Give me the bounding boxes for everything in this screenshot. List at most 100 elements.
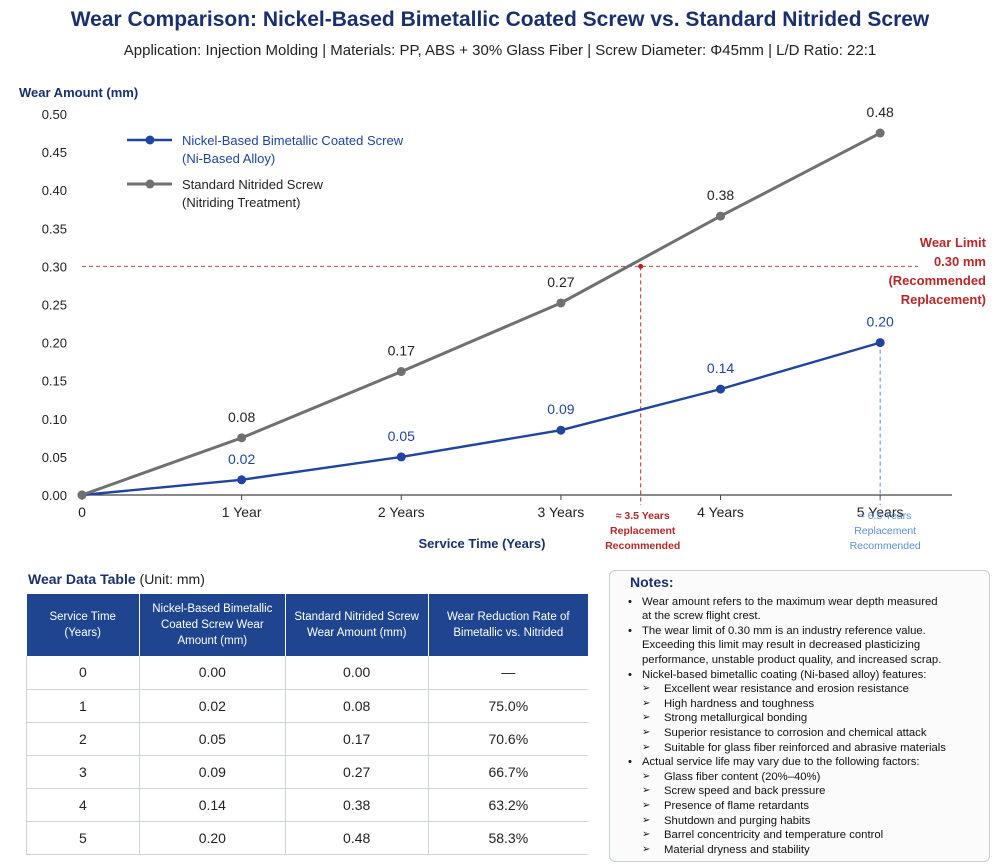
- data-point-nitrided: [716, 211, 726, 221]
- note-sub-text: Screw speed and back pressure: [664, 785, 826, 798]
- arrow-right-icon: ➢: [642, 712, 651, 724]
- arrow-right-icon: ➢: [642, 683, 651, 695]
- legend-sublabel-bimetallic: (Ni-Based Alloy): [182, 151, 275, 166]
- x-tick-label: 4 Years: [697, 504, 744, 520]
- data-point-bimetallic: [556, 425, 566, 435]
- data-label-bimetallic: 0.02: [228, 451, 255, 467]
- y-axis-label: Wear Amount (mm): [19, 85, 138, 100]
- wear-limit-label: 0.30 mm: [934, 254, 986, 269]
- replacement-annotation-text: Replacement: [610, 525, 676, 537]
- arrow-right-icon: ➢: [642, 785, 651, 797]
- table-cell: 0.38: [285, 788, 429, 822]
- data-point-nitrided: [77, 490, 87, 500]
- data-point-nitrided: [556, 298, 566, 308]
- data-point-nitrided: [396, 367, 406, 377]
- note-line: at the screw flight crest.: [642, 610, 761, 623]
- y-tick-label: 0.35: [42, 221, 67, 236]
- x-tick-label: 2 Years: [378, 504, 425, 520]
- note-bullet: • Actual service life may vary due to th…: [628, 755, 979, 770]
- data-label-nitrided: 0.17: [388, 343, 415, 359]
- table-header-cell: Wear Reduction Rate of Bimetallic vs. Ni…: [428, 594, 588, 656]
- data-label-nitrided: 0.27: [547, 274, 574, 290]
- y-tick-label: 0.40: [42, 183, 67, 198]
- wear-data-table: Service Time (Years) Nickel-Based Bimeta…: [26, 594, 588, 855]
- table-cell: 0.20: [139, 821, 286, 855]
- series-line-bimetallic: [81, 341, 881, 497]
- table-header-cell: Standard Nitrided Screw Wear Amount (mm): [285, 594, 429, 656]
- table-unit: (Unit: mm): [139, 571, 205, 587]
- table-cell: 58.3%: [428, 821, 588, 855]
- note-sub-item: ➢ Glass fiber content (20%–40%): [628, 770, 979, 785]
- x-axis-label: Service Time (Years): [419, 536, 546, 551]
- replacement-annotation-text: ≈ 3.5 Years: [616, 510, 670, 522]
- wear-line-chart: Wear Amount (mm) 0.00 0.05 0.10 0.15 0.20 0.25…: [19, 85, 987, 552]
- table-row: 5 0.20 0.48 58.3%: [26, 821, 588, 855]
- table-cell: 0.00: [285, 656, 429, 690]
- y-tick-label: 0.15: [42, 374, 67, 389]
- table-cell: 2: [26, 722, 140, 756]
- table-cell: 66.7%: [428, 755, 588, 789]
- arrow-right-icon: ➢: [642, 770, 651, 782]
- data-label-nitrided: 0.48: [867, 104, 894, 120]
- note-sub-text: Shutdown and purging habits: [664, 814, 811, 827]
- table-cell: 70.6%: [428, 722, 588, 756]
- table-row: 4 0.14 0.38 63.2%: [26, 788, 588, 822]
- note-sub-item: ➢ Strong metallurgical bonding: [628, 711, 979, 726]
- data-label-bimetallic: 0.14: [707, 360, 734, 376]
- y-tick-label: 0.25: [42, 298, 67, 313]
- data-label-nitrided: 0.08: [228, 409, 255, 425]
- page-subtitle: Application: Injection Molding | Materia…: [123, 42, 877, 59]
- data-point-bimetallic: [237, 475, 247, 485]
- table-cell: 0.48: [285, 821, 429, 855]
- table-title: Wear Data Table (Unit: mm): [28, 571, 205, 587]
- table-cell: 4: [26, 788, 140, 822]
- note-sub-text: Material dryness and stability: [664, 843, 810, 856]
- arrow-right-icon: ➢: [642, 726, 651, 738]
- table-cell: 0.14: [139, 788, 286, 822]
- x-tick-label: 0: [78, 504, 86, 520]
- notes-title: Notes:: [630, 574, 674, 590]
- table-cell: 5: [26, 821, 140, 855]
- data-point-nitrided: [875, 128, 885, 138]
- note-bullet: • Wear amount refers to the maximum wear…: [628, 595, 979, 624]
- y-tick-label: 0.05: [42, 450, 67, 465]
- y-tick-label: 0.45: [42, 145, 67, 160]
- note-line: performance, unstable product quality, a…: [642, 653, 942, 666]
- series-line-nitrided: [81, 131, 881, 497]
- table-cell: 63.2%: [428, 788, 588, 822]
- replacement-annotation-text: ≈ 6.5 Years: [859, 510, 911, 522]
- bullet-icon: •: [628, 668, 632, 681]
- note-sub-text: Excellent wear resistance and erosion re…: [664, 683, 909, 696]
- x-tick-label: 3 Years: [538, 504, 585, 520]
- note-sub-item: ➢ Shutdown and purging habits: [628, 814, 979, 829]
- note-sub-item: ➢ Suitable for glass fiber reinforced and…: [628, 741, 979, 756]
- note-sub-item: ➢ Excellent wear resistance and erosion r…: [628, 682, 979, 697]
- table-cell: 0.05: [139, 722, 286, 756]
- replacement-annotation-text: Recommended: [605, 540, 680, 552]
- data-point-bimetallic: [396, 452, 406, 462]
- note-line: The wear limit of 0.30 mm is an industry…: [642, 624, 926, 637]
- note-sub-item: ➢ Presence of flame retardants: [628, 799, 979, 814]
- table-cell: 0.27: [285, 755, 429, 789]
- arrow-right-icon: ➢: [642, 799, 651, 811]
- table-cell: 0.17: [285, 722, 429, 756]
- note-sub-item: ➢ Superior resistance to corrosion and ch…: [628, 726, 979, 741]
- table-cell: 75.0%: [428, 689, 588, 723]
- note-sub-text: Suitable for glass fiber reinforced and …: [664, 741, 946, 754]
- data-label-nitrided: 0.38: [707, 187, 734, 203]
- y-tick-label: 0.50: [42, 107, 67, 122]
- note-sub-text: Glass fiber content (20%–40%): [664, 770, 821, 783]
- table-header-cell: Service Time (Years): [26, 594, 140, 656]
- note-line: Actual service life may vary due to the …: [642, 756, 920, 769]
- bullet-icon: •: [628, 595, 632, 608]
- table-cell: 0.09: [139, 755, 286, 789]
- note-sub-text: Strong metallurgical bonding: [664, 712, 808, 725]
- replacement-annotation-text: Replacement: [854, 525, 916, 537]
- bullet-icon: •: [628, 756, 632, 769]
- data-point-bimetallic: [716, 384, 726, 394]
- note-sub-item: ➢ Screw speed and back pressure: [628, 784, 979, 799]
- arrow-right-icon: ➢: [642, 843, 651, 855]
- page-title: Wear Comparison: Nickel-Based Bimetallic…: [70, 8, 930, 31]
- note-sub-text: Barrel concentricity and temperature con…: [664, 829, 884, 842]
- y-tick-label: 0.10: [42, 412, 67, 427]
